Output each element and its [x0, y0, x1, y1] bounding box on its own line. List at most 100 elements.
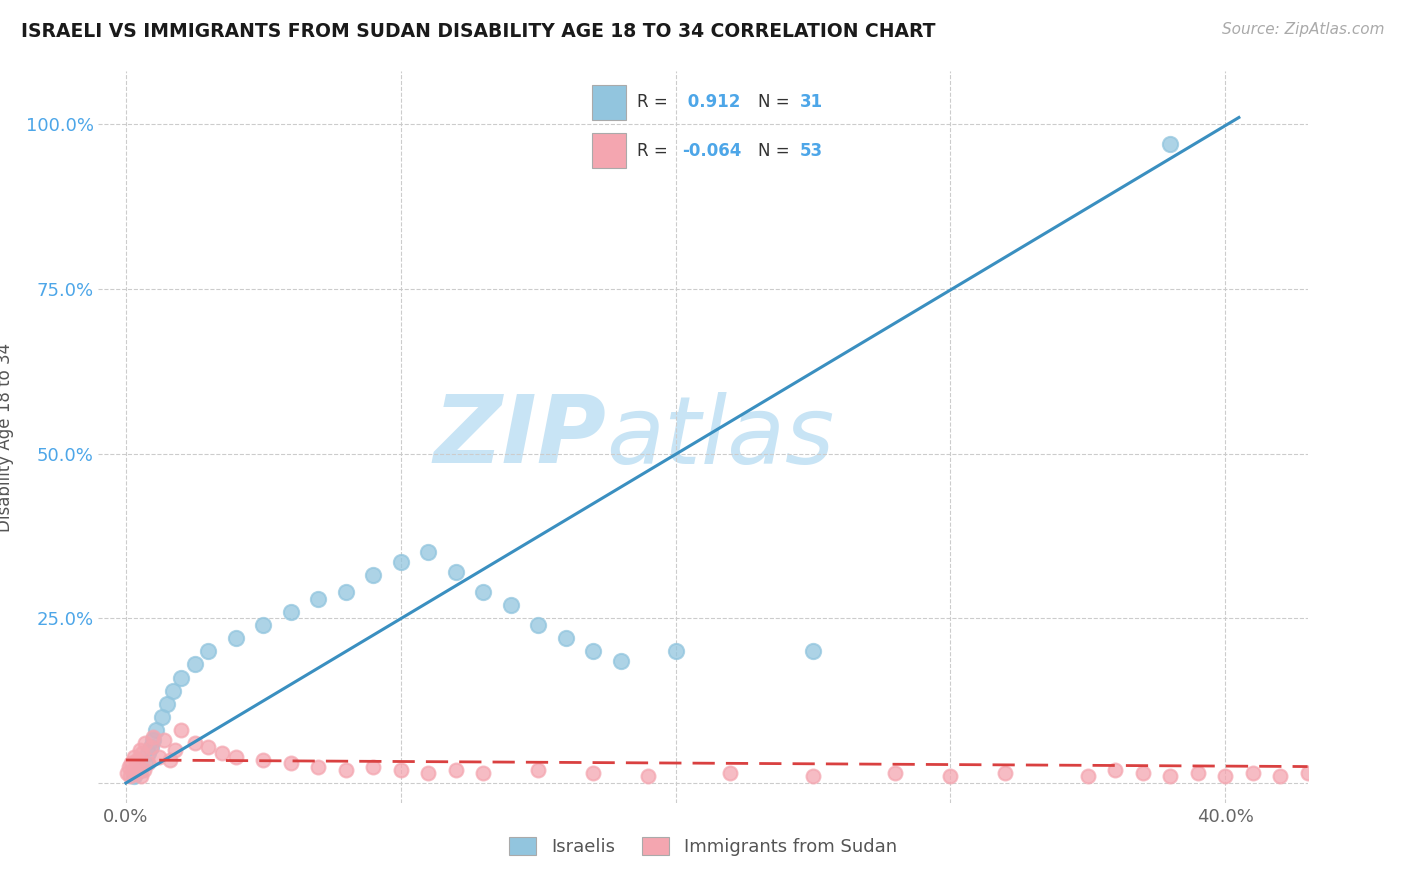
- Point: [127, 759, 149, 773]
- Point: [142, 730, 165, 744]
- Point: [389, 555, 412, 569]
- Point: [720, 766, 742, 780]
- Point: [122, 769, 145, 783]
- Point: [129, 769, 152, 783]
- Point: [153, 733, 176, 747]
- Text: R =: R =: [637, 142, 673, 160]
- Point: [148, 749, 170, 764]
- Point: [225, 631, 247, 645]
- Point: [125, 753, 148, 767]
- Point: [1324, 769, 1347, 783]
- Point: [128, 763, 150, 777]
- Point: [444, 565, 467, 579]
- Point: [1241, 766, 1264, 780]
- Point: [120, 756, 142, 771]
- Bar: [592, 133, 626, 168]
- Text: 53: 53: [800, 142, 823, 160]
- Text: Source: ZipAtlas.com: Source: ZipAtlas.com: [1222, 22, 1385, 37]
- Point: [527, 618, 550, 632]
- Point: [134, 756, 156, 771]
- Point: [145, 723, 167, 738]
- Point: [801, 769, 824, 783]
- Point: [335, 585, 357, 599]
- Point: [1159, 136, 1181, 151]
- Point: [1268, 769, 1291, 783]
- Point: [197, 644, 219, 658]
- Point: [582, 644, 605, 658]
- Text: 31: 31: [800, 94, 823, 112]
- Point: [1077, 769, 1099, 783]
- Point: [252, 618, 274, 632]
- Point: [121, 763, 143, 777]
- Point: [418, 545, 440, 559]
- Point: [389, 763, 412, 777]
- Point: [939, 769, 962, 783]
- Point: [211, 747, 233, 761]
- Point: [128, 743, 150, 757]
- Point: [307, 759, 329, 773]
- Point: [150, 710, 173, 724]
- Point: [183, 737, 205, 751]
- Point: [280, 756, 302, 771]
- Text: ISRAELI VS IMMIGRANTS FROM SUDAN DISABILITY AGE 18 TO 34 CORRELATION CHART: ISRAELI VS IMMIGRANTS FROM SUDAN DISABIL…: [21, 22, 935, 41]
- Text: ZIP: ZIP: [433, 391, 606, 483]
- Point: [994, 766, 1017, 780]
- Point: [361, 568, 384, 582]
- Point: [156, 697, 179, 711]
- Point: [1132, 766, 1154, 780]
- Point: [444, 763, 467, 777]
- Point: [139, 739, 162, 754]
- Text: atlas: atlas: [606, 392, 835, 483]
- Point: [472, 766, 495, 780]
- Point: [170, 723, 193, 738]
- Point: [142, 733, 165, 747]
- Point: [134, 737, 156, 751]
- Point: [118, 759, 141, 773]
- Point: [472, 585, 495, 599]
- Point: [335, 763, 357, 777]
- Point: [554, 631, 576, 645]
- Legend: Israelis, Immigrants from Sudan: Israelis, Immigrants from Sudan: [502, 830, 904, 863]
- Point: [139, 739, 162, 754]
- Text: 0.912: 0.912: [682, 94, 741, 112]
- Point: [527, 763, 550, 777]
- Point: [225, 749, 247, 764]
- Text: R =: R =: [637, 94, 673, 112]
- Text: N =: N =: [758, 94, 794, 112]
- Point: [124, 766, 146, 780]
- Point: [252, 753, 274, 767]
- Point: [170, 671, 193, 685]
- Point: [165, 743, 187, 757]
- Point: [1296, 766, 1319, 780]
- Point: [117, 766, 139, 780]
- Point: [1159, 769, 1181, 783]
- Point: [118, 769, 141, 783]
- Point: [884, 766, 907, 780]
- Point: [609, 654, 631, 668]
- Y-axis label: Disability Age 18 to 34: Disability Age 18 to 34: [0, 343, 14, 532]
- Point: [637, 769, 659, 783]
- Point: [136, 756, 159, 771]
- Point: [664, 644, 686, 658]
- Point: [132, 763, 155, 777]
- Point: [131, 747, 153, 761]
- Text: -0.064: -0.064: [682, 142, 741, 160]
- Point: [418, 766, 440, 780]
- Point: [1187, 766, 1209, 780]
- Point: [136, 747, 159, 761]
- Point: [197, 739, 219, 754]
- Bar: [592, 85, 626, 120]
- Point: [1213, 769, 1236, 783]
- Point: [159, 753, 181, 767]
- Point: [162, 683, 184, 698]
- Text: N =: N =: [758, 142, 794, 160]
- Point: [1104, 763, 1126, 777]
- Point: [183, 657, 205, 672]
- Point: [280, 605, 302, 619]
- Point: [582, 766, 605, 780]
- Point: [801, 644, 824, 658]
- Point: [122, 749, 145, 764]
- Point: [307, 591, 329, 606]
- Point: [361, 759, 384, 773]
- Point: [499, 598, 522, 612]
